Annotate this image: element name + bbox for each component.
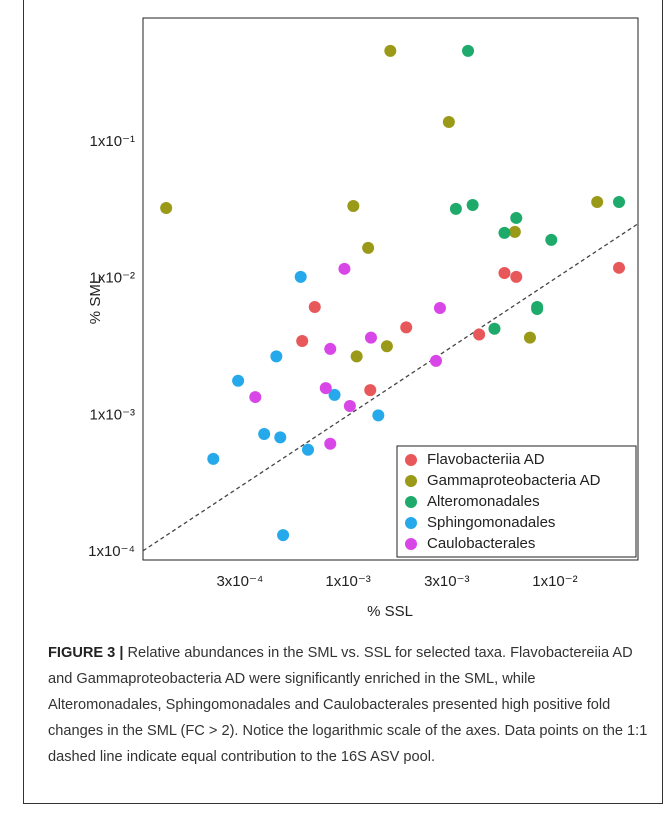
legend-marker — [405, 454, 417, 466]
data-point — [324, 342, 337, 355]
legend-label: Flavobacteriia AD — [427, 451, 545, 468]
data-point — [294, 270, 307, 283]
data-point — [488, 322, 501, 335]
legend-marker — [405, 538, 417, 550]
data-point — [613, 261, 626, 274]
data-point — [324, 437, 337, 450]
data-point — [531, 301, 544, 314]
data-point — [319, 382, 332, 395]
data-point — [380, 340, 393, 353]
figure-frame — [23, 0, 663, 804]
data-point — [473, 328, 486, 341]
data-point — [498, 226, 511, 239]
y-tick-label: 1x10⁻² — [90, 270, 135, 287]
data-point — [296, 334, 309, 347]
data-point — [433, 301, 446, 314]
data-point — [498, 266, 511, 279]
y-tick-label: 1x10⁻³ — [90, 406, 135, 423]
data-point — [301, 443, 314, 456]
data-point — [249, 391, 262, 404]
x-tick-label: 3x10⁻⁴ — [216, 573, 263, 590]
data-point — [545, 233, 558, 246]
legend-label: Sphingomonadales — [427, 514, 555, 531]
legend-label: Alteromonadales — [427, 493, 540, 510]
legend-label: Caulobacterales — [427, 535, 535, 552]
data-point — [384, 44, 397, 57]
x-tick-label: 3x10⁻³ — [424, 573, 469, 590]
data-point — [347, 199, 360, 212]
data-point — [258, 428, 271, 441]
data-point — [362, 241, 375, 254]
data-point — [270, 350, 283, 363]
caption-label: FIGURE 3 | — [48, 645, 124, 661]
data-point — [308, 301, 321, 314]
y-tick-label: 1x10⁻⁴ — [88, 543, 135, 560]
legend-label: Gammaproteobacteria AD — [427, 472, 601, 489]
data-point — [449, 202, 462, 215]
caption: FIGURE 3 | Relative abundances in the SM… — [48, 640, 648, 770]
data-point — [510, 270, 523, 283]
data-point — [508, 225, 521, 238]
data-point — [613, 195, 626, 208]
data-point — [466, 198, 479, 211]
caption-text: Relative abundances in the SML vs. SSL f… — [48, 645, 648, 765]
data-point — [591, 195, 604, 208]
one-to-one-line — [142, 223, 639, 552]
data-point — [343, 400, 356, 413]
legend-marker — [405, 517, 417, 529]
data-point — [338, 262, 351, 275]
x-tick-label: 1x10⁻² — [532, 573, 577, 590]
plot-frame — [142, 17, 639, 561]
x-axis-label: % SSL — [367, 603, 413, 620]
y-tick-label: 1x10⁻¹ — [90, 133, 135, 150]
data-point — [372, 409, 385, 422]
data-point — [523, 331, 536, 344]
data-point — [510, 211, 523, 224]
x-tick-label: 1x10⁻³ — [325, 573, 370, 590]
data-point — [429, 354, 442, 367]
data-point — [160, 201, 173, 214]
data-point — [364, 331, 377, 344]
data-point — [462, 44, 475, 57]
data-point — [277, 529, 290, 542]
data-point — [400, 321, 413, 334]
data-point — [350, 350, 363, 363]
data-point — [232, 374, 245, 387]
chart: % SSL % SML 1x10⁻⁴ 1x10⁻³ 1x10⁻² 1x10⁻¹ 3x10… — [87, 17, 639, 620]
data-point — [207, 452, 220, 465]
y-axis-label: % SML — [87, 276, 104, 324]
legend-box — [396, 445, 637, 558]
data-point — [442, 115, 455, 128]
legend-marker — [405, 496, 417, 508]
data-point — [328, 388, 341, 401]
data-point — [364, 384, 377, 397]
data-point — [274, 431, 287, 444]
legend-marker — [405, 475, 417, 487]
